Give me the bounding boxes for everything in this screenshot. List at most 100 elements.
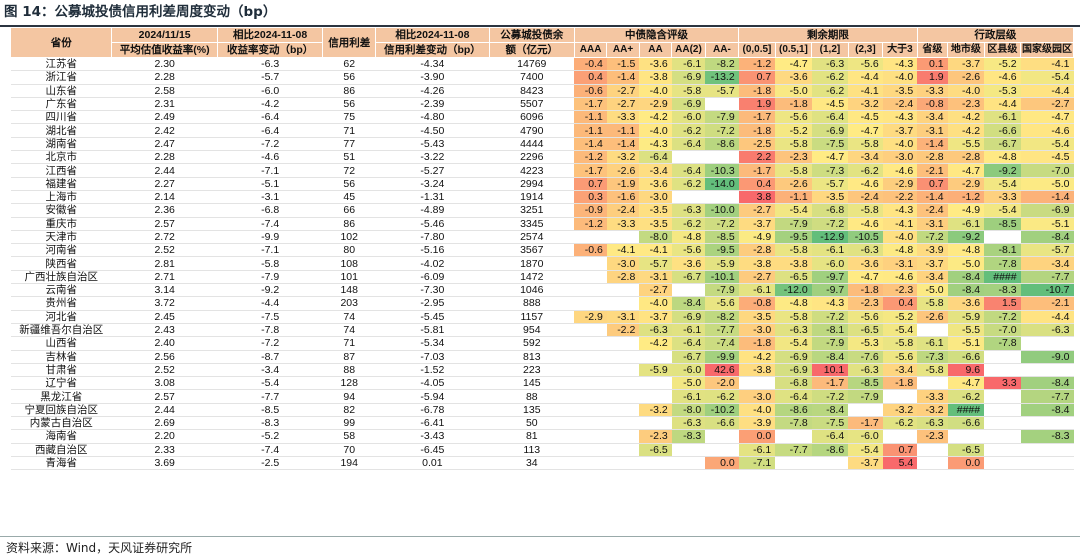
balance-cell: 4444 <box>489 137 575 152</box>
maturity-heat-cell: 2.2 <box>738 150 776 165</box>
yield-cell: 2.44 <box>111 163 218 178</box>
maturity-heat-cell: -3.7 <box>882 123 918 138</box>
rating-heat-cell: -6.3 <box>639 323 672 338</box>
maturity-heat-cell: -4.7 <box>811 150 849 165</box>
maturity-heat-cell: 1.9 <box>738 97 776 112</box>
balance-cell: 50 <box>489 416 575 431</box>
maturity-heat-cell: -8.6 <box>811 443 849 457</box>
balance-cell: 34 <box>489 456 575 471</box>
admin-heat-cell: -7.0 <box>1020 163 1074 178</box>
rating-heat-cell: -3.3 <box>606 110 640 125</box>
header-spread: 信用利差 <box>322 27 377 58</box>
rating-heat-cell <box>606 416 640 431</box>
rating-heat-cell: -9.5 <box>705 243 739 258</box>
yield-change-cell: -5.8 <box>217 256 323 271</box>
maturity-heat-cell: -6.1 <box>738 443 776 457</box>
maturity-heat-cell: -6.4 <box>775 389 812 404</box>
yield-cell: 2.43 <box>111 323 218 338</box>
rating-heat-cell: -13.2 <box>705 70 739 85</box>
header-group-admin: 行政层级 <box>916 27 1075 43</box>
rating-heat-cell <box>574 296 607 311</box>
rating-heat-cell <box>639 416 672 431</box>
maturity-heat-cell: -3.5 <box>738 310 776 324</box>
yield-change-cell: -6.4 <box>217 110 323 125</box>
maturity-heat-cell: -4.6 <box>882 270 918 285</box>
maturity-heat-cell: -9.5 <box>775 230 812 245</box>
rating-heat-cell: -3.4 <box>639 163 672 178</box>
maturity-heat-cell <box>775 429 812 444</box>
admin-heat-cell: -5.8 <box>917 296 948 311</box>
table-row: 广东省 2.31 -4.2 56 -2.39 5507 -1.7 -2.7 -2.9 -6.9 1.… <box>10 97 1074 112</box>
rating-heat-cell: -8.3 <box>671 429 706 444</box>
admin-heat-cell: 0.0 <box>947 456 985 471</box>
rating-heat-cell: -5.9 <box>639 363 672 378</box>
spread-change-cell: -7.80 <box>375 230 490 245</box>
rating-heat-cell: -3.2 <box>639 403 672 418</box>
rating-heat-cell: -3.6 <box>639 57 672 72</box>
province-cell: 山西省 <box>10 336 112 351</box>
rating-heat-cell: 0.3 <box>574 190 607 205</box>
maturity-heat-cell: -2.4 <box>848 190 883 205</box>
table-row: 河北省 2.45 -7.5 74 -5.45 1157 -2.9 -3.1 -3.7 -6.9 -8… <box>10 310 1074 324</box>
spread-cell: 128 <box>322 376 376 391</box>
spread-change-cell: -4.26 <box>375 84 490 98</box>
spread-change-cell: -5.16 <box>375 243 490 258</box>
rating-heat-cell: -4.2 <box>639 336 672 351</box>
maturity-heat-cell: -5.8 <box>775 163 812 178</box>
balance-cell: 6096 <box>489 110 575 125</box>
maturity-heat-cell: 3.8 <box>738 190 776 205</box>
rating-heat-cell <box>671 150 706 165</box>
rating-heat-cell: -8.2 <box>705 310 739 324</box>
admin-heat-cell: -6.5 <box>947 443 985 457</box>
maturity-heat-cell: -7.2 <box>811 217 849 231</box>
rating-heat-cell <box>574 376 607 391</box>
balance-cell: 14769 <box>489 57 575 72</box>
table-row: 青海省 3.69 -2.5 194 0.01 34 0.0 -7.1 -3.7 5.4 0.0 <box>10 456 1074 471</box>
rating-heat-cell: -4.2 <box>639 110 672 125</box>
table-row: 河南省 2.52 -7.1 80 -5.16 3567 -0.6 -4.1 -4.1 -5.6 -9… <box>10 243 1074 258</box>
admin-heat-cell: -2.9 <box>947 177 985 191</box>
yield-change-cell: -7.8 <box>217 323 323 338</box>
header-maturity-over-3: 大于3 <box>882 42 918 58</box>
admin-heat-cell <box>917 456 948 471</box>
spread-cell: 56 <box>322 97 376 112</box>
admin-heat-cell: -6.6 <box>984 123 1021 138</box>
header-admin-park: 国家级园区 <box>1020 42 1074 58</box>
admin-heat-cell: -5.4 <box>1020 70 1074 85</box>
rating-heat-cell: -6.2 <box>671 217 706 231</box>
maturity-heat-cell: -3.6 <box>775 70 812 85</box>
yield-change-cell: -9.2 <box>217 283 323 298</box>
rating-heat-cell: -4.0 <box>639 123 672 138</box>
rating-heat-cell <box>671 283 706 298</box>
admin-heat-cell: -4.4 <box>1020 84 1074 98</box>
spread-change-cell: -3.22 <box>375 150 490 165</box>
maturity-heat-cell: -5.4 <box>775 203 812 218</box>
yield-change-cell: -7.5 <box>217 310 323 324</box>
yield-cell: 3.14 <box>111 283 218 298</box>
rating-heat-cell: -8.0 <box>639 230 672 245</box>
rating-heat-cell: -6.7 <box>671 350 706 364</box>
maturity-heat-cell: -3.4 <box>882 363 918 378</box>
province-cell: 西藏自治区 <box>10 443 112 457</box>
rating-heat-cell: -6.6 <box>705 416 739 431</box>
spread-cell: 80 <box>322 243 376 258</box>
rating-heat-cell: -3.6 <box>639 177 672 191</box>
maturity-heat-cell: -2.4 <box>882 97 918 112</box>
rating-heat-cell <box>705 443 739 457</box>
spread-change-cell: -2.39 <box>375 97 490 112</box>
maturity-heat-cell: -12.9 <box>811 230 849 245</box>
yield-change-cell: -5.7 <box>217 70 323 85</box>
rating-heat-cell: 0.7 <box>574 177 607 191</box>
rating-heat-cell: -6.5 <box>639 443 672 457</box>
rating-heat-cell: -3.6 <box>671 256 706 271</box>
admin-heat-cell: 0.7 <box>917 177 948 191</box>
admin-heat-cell: -4.8 <box>947 243 985 258</box>
rating-heat-cell: -2.9 <box>639 97 672 112</box>
rating-heat-cell <box>639 389 672 404</box>
table-row: 四川省 2.49 -6.4 75 -4.80 6096 -1.1 -3.3 -4.2 -6.0 -7… <box>10 110 1074 125</box>
maturity-heat-cell: -1.8 <box>775 97 812 112</box>
admin-heat-cell <box>917 443 948 457</box>
rating-heat-cell: -5.9 <box>705 256 739 271</box>
rating-heat-cell: -2.4 <box>606 203 640 218</box>
rating-heat-cell: -6.9 <box>671 310 706 324</box>
